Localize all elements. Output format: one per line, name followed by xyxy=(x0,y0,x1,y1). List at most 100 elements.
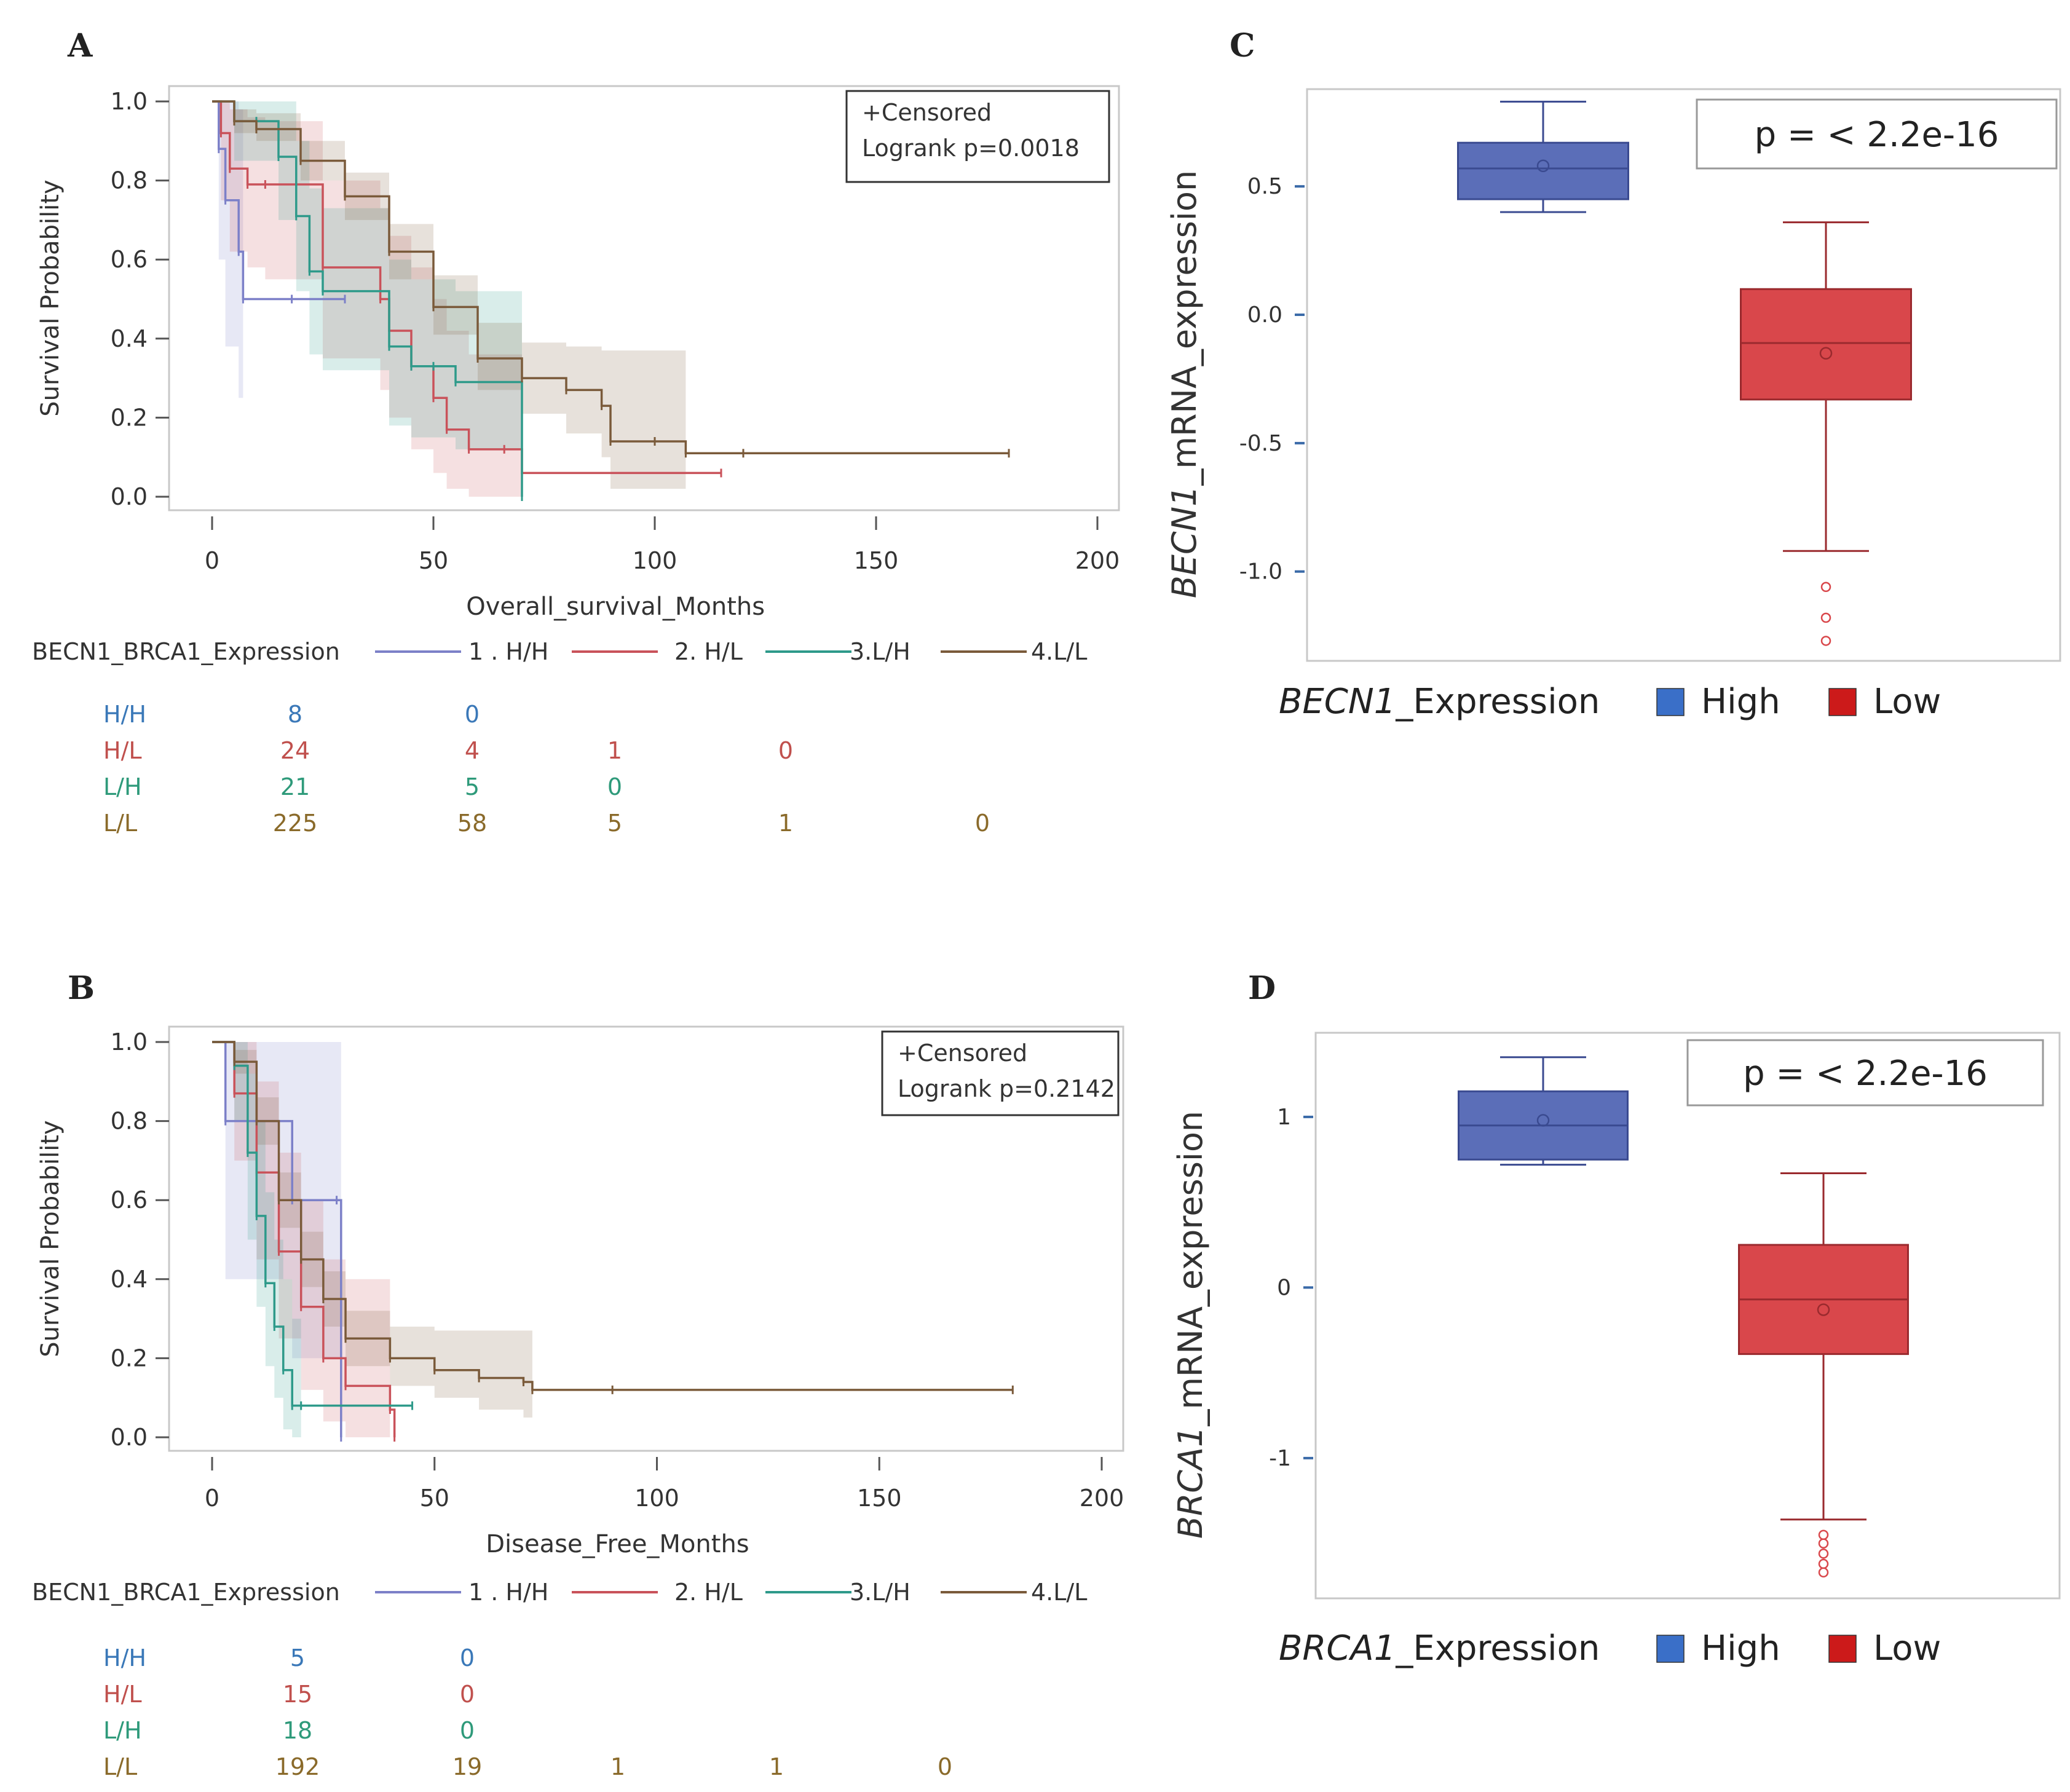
mean-marker xyxy=(1536,1114,1550,1127)
legend-label-4: 4.L/L xyxy=(1031,1579,1087,1606)
legend-label-low: Low xyxy=(1873,1628,1941,1668)
legend-title: BECN1_BRCA1_Expression xyxy=(32,638,340,665)
risk-cell: 15 xyxy=(283,1681,312,1708)
panel-letter: D xyxy=(1248,969,1276,1007)
risk-cell: 4 xyxy=(465,737,480,764)
legend-label-2: 2. H/L xyxy=(674,638,743,665)
x-tick-label: 150 xyxy=(857,1485,902,1512)
risk-cell: 192 xyxy=(275,1753,320,1780)
risk-cell: 0 xyxy=(975,810,990,837)
y-axis-title: Survival Probability xyxy=(36,1120,65,1357)
confidence-band-4 xyxy=(212,101,686,497)
legend-label-low: Low xyxy=(1873,682,1941,722)
legend-swatch-low xyxy=(1828,1635,1857,1663)
risk-cell: 19 xyxy=(452,1753,482,1780)
risk-row-label: L/H xyxy=(103,773,142,800)
legend-label-2: 2. H/L xyxy=(674,1579,743,1606)
panel-letter: C xyxy=(1230,27,1255,65)
plot-frame xyxy=(1314,1032,2061,1600)
y-axis-title: BECN1_mRNA_expression xyxy=(1165,170,1204,598)
x-tick-label: 150 xyxy=(854,547,899,574)
annotation-box xyxy=(1696,98,2058,170)
annotation-text: +Censored xyxy=(862,99,992,126)
panel-A: A0.00.20.40.60.81.00 50 100 150 200Overall_s… xyxy=(32,27,1120,837)
outlier-point xyxy=(1820,582,1831,593)
x-tick-label: 0 xyxy=(205,1485,219,1512)
y-tick-label: 0.2 xyxy=(111,1344,148,1372)
y-tick-label: 0 xyxy=(1277,1275,1291,1300)
y-tick-label: 0.8 xyxy=(111,167,148,194)
y-axis-title: Survival Probability xyxy=(36,180,65,416)
box-low xyxy=(1740,221,1912,646)
risk-cell: 58 xyxy=(457,810,487,837)
risk-cell: 21 xyxy=(280,773,310,800)
legend-label-4: 4.L/L xyxy=(1031,638,1087,665)
y-axis-title: BRCA1_mRNA_expression xyxy=(1171,1111,1210,1539)
plot-frame xyxy=(168,1025,1124,1452)
confidence-band-4 xyxy=(212,1042,532,1437)
risk-cell: 1 xyxy=(607,737,622,764)
legend-swatch-high xyxy=(1656,688,1685,716)
panel-D: D 1 0 -1 BRCA1_mRNA_expression p = < 2.2e-16 B… xyxy=(1171,969,2061,1668)
y-tick-label: 1 xyxy=(1277,1105,1291,1130)
y-tick-label: 0.0 xyxy=(111,483,148,510)
outlier-point xyxy=(1820,636,1831,646)
panel-letter: B xyxy=(68,969,95,1007)
y-tick-label: 0.0 xyxy=(111,1424,148,1451)
y-tick-label: -0.5 xyxy=(1239,431,1282,456)
panel-letter: A xyxy=(67,27,93,65)
risk-row-label: L/L xyxy=(103,810,137,837)
risk-row-label: H/L xyxy=(103,1681,142,1708)
risk-cell: 0 xyxy=(465,701,480,728)
box-body xyxy=(1740,288,1912,401)
y-tick-label: 0.0 xyxy=(1247,302,1282,328)
outlier-point xyxy=(1818,1530,1829,1540)
y-tick-label: 0.8 xyxy=(111,1108,148,1135)
legend-label-high: High xyxy=(1701,682,1780,722)
risk-row-label: L/H xyxy=(103,1717,142,1744)
annotation-box xyxy=(845,90,1110,183)
confidence-band-3 xyxy=(212,1042,301,1437)
x-tick-label: 100 xyxy=(634,1485,679,1512)
box-low xyxy=(1738,1172,1909,1578)
y-tick-label: 1.0 xyxy=(111,88,148,115)
legend-swatch-high xyxy=(1656,1635,1685,1663)
annotation-box xyxy=(1686,1039,2044,1107)
annotation-text: Logrank p=0.2142 xyxy=(898,1075,1115,1102)
x-axis-title: Disease_Free_Months xyxy=(486,1530,749,1558)
risk-cell: 5 xyxy=(465,773,480,800)
legend-label-1: 1 . H/H xyxy=(468,638,548,665)
y-tick-label: 1.0 xyxy=(111,1028,148,1056)
outlier-point xyxy=(1818,1538,1829,1549)
survival-line-3 xyxy=(212,100,523,497)
x-axis-title: Overall_survival_Months xyxy=(466,593,765,621)
box-high xyxy=(1457,100,1629,213)
legend-title: BECN1_BRCA1_Expression xyxy=(32,1579,340,1606)
legend-title: BECN1_Expression xyxy=(1279,682,1600,722)
annotation-text: +Censored xyxy=(898,1040,1027,1067)
risk-cell: 1 xyxy=(778,810,793,837)
y-tick-label: -1.0 xyxy=(1239,559,1282,585)
outlier-point xyxy=(1820,612,1831,623)
risk-cell: 1 xyxy=(769,1753,784,1780)
plot-frame xyxy=(168,85,1120,511)
legend-label-3: 3.L/H xyxy=(850,1579,911,1606)
panel-C: C 0.5 0.0 -0.5 -1.0 BECN1_mRNA_expression p = … xyxy=(1165,27,2061,722)
risk-cell: 0 xyxy=(460,1681,475,1708)
mean-marker xyxy=(1536,159,1550,173)
risk-cell: 0 xyxy=(607,773,622,800)
annotation-text: p = < 2.2e-16 xyxy=(1755,115,1999,155)
annotation-text: Logrank p=0.0018 xyxy=(862,135,1080,162)
risk-cell: 0 xyxy=(460,1644,475,1672)
survival-line-1 xyxy=(212,100,345,301)
risk-cell: 18 xyxy=(283,1717,312,1744)
panel-B: B0.00.20.40.60.81.00 50 100 150 200Disease_F… xyxy=(32,969,1124,1780)
risk-row-label: H/H xyxy=(103,1644,146,1672)
y-tick-label: 0.5 xyxy=(1247,174,1282,199)
risk-cell: 1 xyxy=(610,1753,625,1780)
risk-cell: 0 xyxy=(938,1753,952,1780)
y-tick-label: 0.6 xyxy=(111,1186,148,1214)
risk-row-label: H/L xyxy=(103,737,142,764)
confidence-band-1 xyxy=(212,101,243,449)
